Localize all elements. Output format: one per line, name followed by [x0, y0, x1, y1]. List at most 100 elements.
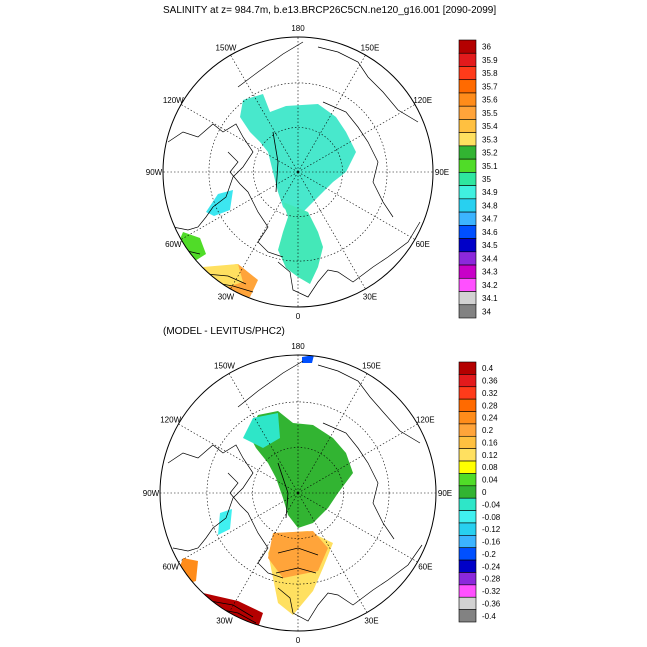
meridian-line: [180, 171, 299, 240]
longitude-label: 90W: [146, 168, 163, 177]
colorbar-swatch: [458, 225, 477, 239]
beaufort-diff: [243, 413, 280, 448]
coastline: [167, 444, 254, 552]
longitude-label: 90E: [435, 168, 449, 177]
coastline: [227, 151, 284, 258]
meridian-line: [230, 171, 299, 290]
colorbar-label: 0.36: [482, 377, 498, 386]
colorbar-swatch: [458, 238, 477, 253]
contour-line: [277, 462, 289, 519]
colorbar-swatch: [458, 52, 477, 67]
longitude-label: 30E: [364, 616, 378, 625]
colorbar-label: 34: [482, 307, 491, 316]
colorbar-label: -0.16: [482, 538, 501, 547]
difference-map: 180 150E 120E 90E 60E 30E 0 30W 60W 90W 120W 150W 0.…: [143, 342, 501, 645]
colorbar-swatch: [458, 559, 477, 573]
colorbar-swatch: [458, 398, 477, 412]
colorbar-label: 0.12: [482, 451, 498, 460]
colorbar-label: 0.28: [482, 401, 498, 410]
salinity-map-colorbar: 36 35.9 35.8 35.7 35.6 35.5 35.4 35.3 35.2 35.1 35…: [458, 39, 498, 319]
colorbar-swatch: [458, 596, 477, 610]
colorbar-swatch: [458, 435, 477, 449]
longitude-label: 120W: [160, 416, 181, 425]
colorbar-swatch: [458, 584, 477, 598]
colorbar-swatch: [458, 172, 477, 186]
colorbar-label: -0.24: [482, 562, 501, 571]
meridian-line: [297, 104, 416, 173]
longitude-label: 60W: [162, 563, 179, 572]
longitude-label: 150E: [361, 43, 380, 52]
difference-map-colorbar: 0.4 0.36 0.32 0.28 0.24 0.2 0.16 0.12 0.08 0.04 0 -…: [458, 361, 501, 623]
coastline: [237, 41, 304, 88]
colorbar-swatch: [458, 572, 477, 586]
colorbar-swatch: [458, 386, 477, 400]
longitude-label: 150W: [214, 362, 235, 371]
colorbar-swatch: [458, 132, 477, 147]
longitude-label: 150E: [362, 362, 381, 371]
contour-line: [209, 600, 254, 618]
colorbar-swatch: [458, 291, 477, 306]
longitude-label: 30W: [218, 293, 235, 302]
colorbar-label: 0.2: [482, 426, 494, 435]
colorbar-label: 34.1: [482, 294, 498, 303]
colorbar-swatch: [458, 92, 477, 107]
longitude-label: 120E: [416, 416, 435, 425]
colorbar-swatch: [458, 374, 477, 388]
longitude-label: 120W: [163, 96, 184, 105]
colorbar-swatch: [458, 361, 477, 375]
colorbar-label: 34.9: [482, 188, 498, 197]
longitude-label: 150W: [216, 43, 237, 52]
coastline: [167, 123, 254, 231]
longitude-label: 60E: [416, 240, 430, 249]
salinity-map-fields: [163, 37, 433, 307]
colorbar-swatch: [458, 277, 477, 292]
longitude-label: 90W: [143, 489, 160, 498]
salinity-map: 180 150E 120E 90E 60E 30E 0 30W 60W 90W 120W 150W 36…: [146, 24, 498, 321]
contour-line: [272, 131, 279, 193]
colorbar-label: 35.7: [482, 82, 498, 91]
baffin-field: [206, 190, 233, 216]
coastline: [322, 101, 394, 218]
colorbar-swatch: [458, 473, 477, 487]
colorbar-label: -0.4: [482, 612, 496, 621]
colorbar-swatch: [458, 411, 477, 425]
colorbar-swatch: [458, 510, 477, 524]
longitude-label: 30E: [363, 293, 377, 302]
colorbar-label: 0: [482, 488, 487, 497]
difference-title: (MODEL - LEVITUS/PHC2): [163, 326, 285, 337]
colorbar-label: 0.32: [482, 389, 498, 398]
meridian-line: [230, 54, 299, 173]
difference-map-fields: [160, 355, 436, 631]
colorbar-label: 34.6: [482, 228, 498, 237]
longitude-label: 30W: [216, 616, 233, 625]
colorbar-swatch: [458, 522, 477, 536]
north-pacific-diff: [302, 355, 314, 363]
colorbar-label: -0.04: [482, 500, 501, 509]
colorbar-label: 34.2: [482, 281, 498, 290]
longitude-label: 0: [296, 312, 301, 321]
colorbar-swatch: [458, 145, 477, 160]
longitude-label: 0: [296, 636, 301, 645]
colorbar-label: -0.28: [482, 575, 501, 584]
nordic-diff-red: [203, 593, 263, 628]
colorbar-swatch: [458, 198, 477, 213]
colorbar-swatch: [458, 547, 477, 561]
colorbar-swatch: [458, 158, 477, 173]
colorbar-swatch: [458, 119, 477, 133]
colorbar-label: -0.2: [482, 550, 496, 559]
canada-basin-field: [240, 94, 356, 217]
coastline: [277, 221, 421, 298]
latitude-ring: [253, 127, 343, 217]
colorbar-label: -0.08: [482, 513, 501, 522]
colorbar-swatch: [458, 251, 477, 266]
coastline: [237, 360, 304, 408]
meridian-line: [297, 171, 416, 240]
contour-line: [277, 547, 319, 556]
colorbar-swatch: [458, 79, 477, 94]
colorbar-swatch: [458, 609, 477, 623]
colorbar-label: 0.04: [482, 476, 498, 485]
colorbar-label: 34.7: [482, 215, 498, 224]
colorbar-label: -0.36: [482, 599, 501, 608]
colorbar-label: 35.8: [482, 69, 498, 78]
coastline: [227, 472, 284, 579]
